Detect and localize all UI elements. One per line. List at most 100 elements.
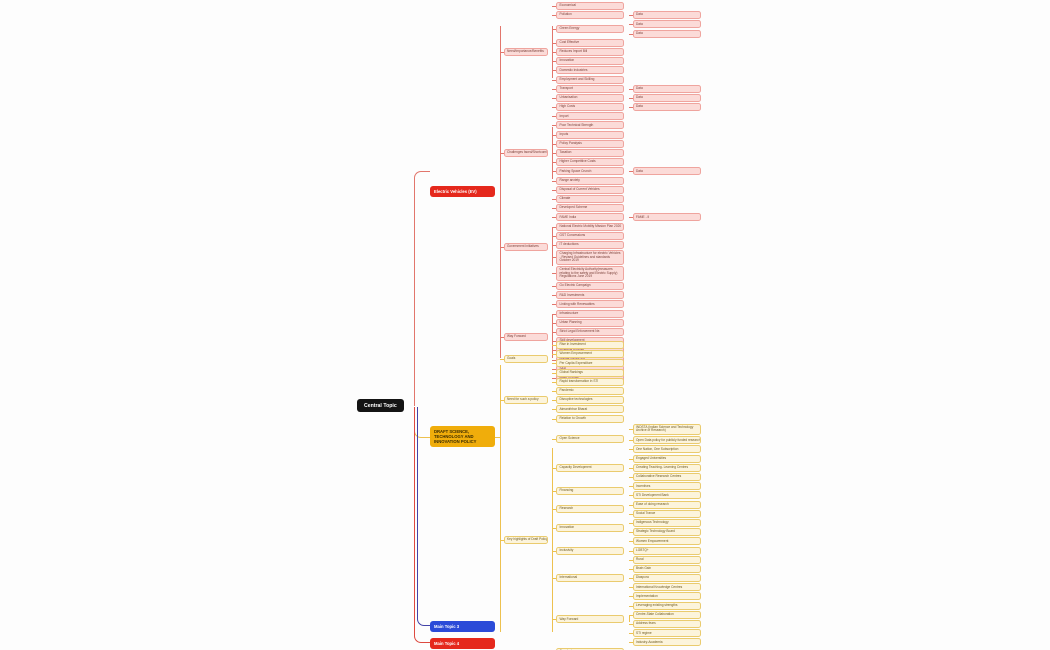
topic-node[interactable]: International Knowledge Centres <box>632 583 701 592</box>
topic-node[interactable]: Open Science <box>556 434 624 443</box>
topic-node[interactable]: Data <box>632 93 701 102</box>
topic-node[interactable]: Engaged Universities <box>632 454 701 463</box>
topic-node[interactable]: IT deductions <box>556 240 624 249</box>
topic-node[interactable]: Women Empowerment <box>556 350 624 359</box>
subtree: Import <box>552 112 701 121</box>
main-topic-node[interactable]: DRAFT SCIENCE, TECHNOLOGY AND INNOVATION… <box>430 426 500 447</box>
topic-node[interactable]: Innovation <box>556 523 624 532</box>
topic-node[interactable]: Reduces Import Bill <box>556 47 624 56</box>
subtree: Address fears <box>628 620 701 629</box>
topic-node[interactable]: STI Development Bank <box>632 491 701 500</box>
children-group: Incentives STI Development Bank <box>628 482 701 500</box>
topic-node[interactable]: Data <box>632 20 701 29</box>
topic-node[interactable]: Range anxiety <box>556 176 624 185</box>
topic-node[interactable]: LGBTQ+ <box>632 546 701 555</box>
topic-node[interactable]: Developed Scheme <box>556 204 624 213</box>
topic-node[interactable]: Ease of doing research <box>632 500 701 509</box>
topic-node[interactable]: Disruptive technologies <box>556 396 624 405</box>
subtree: Strict Legal Enforcement Ne. <box>552 328 624 336</box>
topic-node[interactable]: Go Electric Campaign <box>556 282 624 291</box>
topic-node[interactable]: Data <box>632 11 701 20</box>
topic-node[interactable]: Central Electricity Authority(measures r… <box>556 266 624 281</box>
topic-node[interactable]: Industry-Academia <box>632 638 701 647</box>
topic-node[interactable]: Urbanisation <box>556 93 624 102</box>
topic-node[interactable]: Need/Importance/Benefits <box>503 47 548 56</box>
topic-node[interactable]: Indigenous Technology <box>632 518 701 527</box>
topic-node[interactable]: Cost Effective <box>556 38 624 47</box>
topic-node[interactable]: Open Data policy for publicly funded res… <box>632 436 701 445</box>
topic-node[interactable]: One Nation, One Subscription <box>632 445 701 454</box>
topic-node[interactable]: Parking Space Crunch <box>556 167 624 176</box>
children-group: Open Science INDSTA (Indian Science and T… <box>552 423 701 650</box>
topic-node[interactable]: Need for such a policy <box>503 396 548 405</box>
topic-node[interactable]: Collaborative Research Centres <box>632 473 701 482</box>
topic-node[interactable]: Employment and Skilling <box>556 75 624 84</box>
topic-node[interactable]: Rapid transformation in STI <box>556 377 624 386</box>
topic-node[interactable]: Key highlights of Draft Policy <box>503 535 548 544</box>
topic-node[interactable]: Strategic Technology Board <box>632 528 701 537</box>
topic-node[interactable]: Government Initiatives <box>503 243 548 252</box>
topic-node[interactable]: Atmanirbhar Bharat <box>556 405 624 414</box>
topic-node[interactable]: Women Empowerment <box>632 537 701 546</box>
topic-node[interactable]: Linking with Renewables <box>556 300 624 309</box>
topic-node[interactable]: Way Forward <box>503 332 548 341</box>
topic-node[interactable]: R&D Investments <box>556 291 624 300</box>
topic-node[interactable]: Goals <box>503 354 548 363</box>
topic-node[interactable]: Poor Technical Strength <box>556 121 624 130</box>
topic-node[interactable]: Import <box>556 112 624 121</box>
topic-node[interactable]: Leveraging existing strengths <box>632 601 701 610</box>
topic-node[interactable]: Centre-State Collaboration <box>632 610 701 619</box>
topic-node[interactable]: Taxation <box>556 149 624 157</box>
topic-node[interactable]: National Electric Mobility Mission Plan … <box>556 222 624 231</box>
topic-node[interactable]: Inputs <box>556 130 624 139</box>
topic-node[interactable]: Rise in Investment <box>556 341 624 349</box>
topic-node[interactable]: High Costs <box>556 103 624 112</box>
central-topic-node[interactable]: Central Topic <box>357 399 404 412</box>
topic-node[interactable]: Diaspora <box>632 574 701 583</box>
topic-node[interactable]: Urban Planning <box>556 318 624 327</box>
topic-node[interactable]: Way Forward <box>556 615 624 624</box>
topic-node[interactable]: Financing <box>556 486 624 495</box>
topic-node[interactable]: Data <box>632 167 701 176</box>
main-topic-node[interactable]: Main Topic 3 <box>430 621 495 632</box>
topic-node[interactable]: GST Concessions <box>556 231 624 240</box>
topic-node[interactable]: Global Rankings <box>556 368 624 377</box>
topic-node[interactable]: Rural <box>632 555 701 564</box>
topic-node[interactable]: STI regime <box>632 629 701 638</box>
topic-node[interactable]: Inclusivity <box>556 546 624 555</box>
topic-node[interactable]: Economical <box>556 2 624 10</box>
topic-node[interactable]: Incentives <box>632 482 701 491</box>
topic-node[interactable]: Pollution <box>556 11 624 20</box>
topic-node[interactable]: Strict Legal Enforcement Ne. <box>556 328 624 336</box>
topic-node[interactable]: Domestic Industries <box>556 66 624 75</box>
topic-node[interactable]: Challenges faced/Shortcomings <box>503 149 548 157</box>
topic-node[interactable]: Higher Competitive Costs <box>556 158 624 167</box>
topic-node[interactable]: INDSTA (Indian Science and Technology Ar… <box>632 423 701 436</box>
topic-node[interactable]: Green Energy <box>556 24 624 33</box>
topic-node[interactable]: Relation to Growth <box>556 414 624 423</box>
topic-node[interactable]: Implementation <box>632 592 701 601</box>
topic-node[interactable]: Social Trance <box>632 509 701 518</box>
main-topic-node[interactable]: Main Topic 4 <box>430 638 495 649</box>
topic-node[interactable]: Data <box>632 29 701 38</box>
topic-node[interactable]: Transport <box>556 84 624 93</box>
topic-node[interactable]: Data <box>632 103 701 112</box>
topic-node[interactable]: Address fears <box>632 620 701 629</box>
topic-node[interactable]: FAME India <box>556 213 624 222</box>
topic-node[interactable]: Capacity Development <box>556 463 624 472</box>
topic-node[interactable]: Creating Teaching- Learning Centres <box>632 463 701 472</box>
topic-node[interactable]: Brain Gain <box>632 564 701 573</box>
topic-node[interactable]: Research <box>556 505 624 514</box>
topic-node[interactable]: International <box>556 574 624 583</box>
topic-node[interactable]: Climate <box>556 194 624 203</box>
topic-node[interactable]: Innovation <box>556 57 624 66</box>
topic-node[interactable]: Policy Paralysis <box>556 139 624 148</box>
topic-node[interactable]: Disposal of Current Vehicles <box>556 185 624 194</box>
topic-node[interactable]: Pandemic <box>556 386 624 395</box>
topic-node[interactable]: FAME - II <box>632 213 701 222</box>
topic-node[interactable]: Charging Infrastructure for electric Veh… <box>556 250 624 265</box>
main-topic-node[interactable]: Electric Vehicles (EV) <box>430 186 495 198</box>
topic-node[interactable]: Data <box>632 84 701 93</box>
topic-node[interactable]: Per Capita Expenditure <box>556 359 624 368</box>
topic-node[interactable]: Infrastructure <box>556 309 624 318</box>
